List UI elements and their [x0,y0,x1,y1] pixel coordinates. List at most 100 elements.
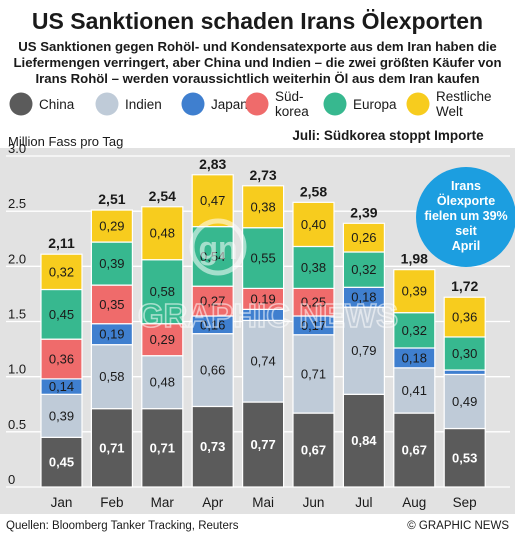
segment-value-label: 0,36 [452,310,477,325]
x-tick-label: Jul [355,495,372,510]
segment-value-label: 0,49 [452,394,477,409]
bar-segment [191,405,234,488]
segment-value-label: 0,39 [402,284,427,299]
segment-value-label: 0,18 [351,290,376,305]
segment-value-label: 0,47 [200,193,225,208]
bar-segment [90,241,134,286]
bar-stack: 0,67 0,71 0,17 0,25 0,38 0,40 2,58 [292,183,335,488]
segment-value-label: 0,66 [200,363,225,378]
bar-segment [393,412,436,488]
segment-value-label: 0,54 [200,249,225,264]
y-tick-label: 0 [8,472,15,487]
callout-line-3: fielen um 39% [424,209,507,223]
x-tick-label: Mar [151,495,175,510]
bar-total-label: 2,11 [48,235,75,251]
segment-value-label: 0,71 [301,366,326,381]
segment-value-label: 0,74 [250,354,275,369]
legend-swatch [95,92,119,116]
bar-segment [292,245,335,289]
segment-value-label: 0,45 [49,455,74,470]
y-tick-label: 2.5 [8,196,26,211]
bar-segment [443,427,486,488]
segment-value-label: 0,27 [200,294,225,309]
bar-segment [242,319,285,403]
bar-total-label: 2,58 [300,183,327,199]
bars: 0,45 0,39 0,14 0,36 0,45 0,32 2,11 0,71 0,58 0,19… [40,156,486,488]
bar-total-label: 2,54 [149,188,176,204]
segment-value-label: 0,16 [200,317,225,332]
segment-value-label: 0,40 [301,217,326,232]
segment-value-label: 0,73 [200,439,225,454]
bar-stack: 0,770,740,100,190,550,382,73 [242,167,285,488]
segment-value-label: 0,71 [150,440,175,455]
legend-item: Europa [323,92,397,116]
bar-segment [342,306,385,395]
bar-segment [292,287,335,317]
segment-value-label: 0,32 [402,323,427,338]
segment-value-label: 0,35 [99,297,124,312]
bar-stack: 0,73 0,66 0,16 0,27 0,54 0,47 2,83 [191,156,234,488]
bar-total-label: 2,73 [249,167,276,183]
segment-value-label: 0,55 [250,251,275,266]
callout-line-5: April [452,239,480,253]
watermark: gn GRAPHIC NEWS [137,218,399,335]
bar-total-label: 1,72 [451,278,478,294]
legend-item: Indien [95,92,162,116]
segment-value-label: 0,48 [150,375,175,390]
x-tick-label: Jun [303,495,325,510]
bar-segment [90,408,134,488]
segment-value-label: 0,36 [49,352,74,367]
segment-value-label: 0,38 [250,199,275,214]
x-tick-label: Aug [402,495,426,510]
segment-value-label: 0,48 [150,226,175,241]
bar-segment [40,393,83,438]
bar-segment [292,201,335,248]
legend-swatch [406,92,430,116]
bar-segment [40,338,83,380]
bar-segment [191,285,234,317]
segment-value-label: 0,71 [99,440,124,455]
subtitle-line-2: Liefermengen verringert, aber China und … [13,55,501,70]
bar-segment [242,185,285,229]
bar-stack: 0,71 0,48 0,29 0,58 0,48 2,54 [141,188,184,488]
bar-segment [191,174,234,228]
legend-label: Europa [353,97,397,112]
bar-segment [40,436,83,488]
bar-segment [342,222,385,253]
legend-swatch [181,92,205,116]
x-tick-label: Mai [252,495,274,510]
segment-value-label: 0,32 [49,264,74,279]
y-tick-label: 1.5 [8,307,26,322]
bar-segment [141,408,184,488]
source-note: Quellen: Bloomberg Tanker Tracking, Reut… [6,520,239,532]
bar-segment [90,284,134,325]
segment-value-label: 0,84 [351,433,377,448]
legend-label: Japan [211,97,248,112]
legend-item: Japan [181,92,248,116]
bar-stack: 0,45 0,39 0,14 0,36 0,45 0,32 2,11 [40,235,83,488]
x-tick-label: Sep [453,495,477,510]
watermark-logo-mark: gn [198,230,237,266]
segment-value-label: 0,19 [99,327,124,342]
bar-stack: 0,530,490,040,300,361,72 [443,278,486,488]
legend-label: Indien [125,97,162,112]
callout-line-4: seit [455,224,477,238]
segment-value-label: 0,18 [402,350,427,365]
segment-value-label: 0,39 [49,408,74,423]
bar-segment [40,253,83,291]
bar-segment [141,323,184,357]
segment-value-label: 0,45 [49,307,74,322]
segment-value-label: 0,41 [402,383,427,398]
legend-item: Süd-korea [245,89,309,119]
bar-segment [90,209,134,243]
segment-value-label: 0,25 [301,295,326,310]
callout-line-1: Irans [451,179,481,193]
bar-total-label: 2,39 [350,204,377,220]
x-tick-label: Apr [202,495,224,510]
legend-label: korea [275,104,309,119]
subtitle-line-3: Irans Rohöl – werden voraussichtlich wei… [35,71,479,86]
x-tick-label: Feb [100,495,123,510]
